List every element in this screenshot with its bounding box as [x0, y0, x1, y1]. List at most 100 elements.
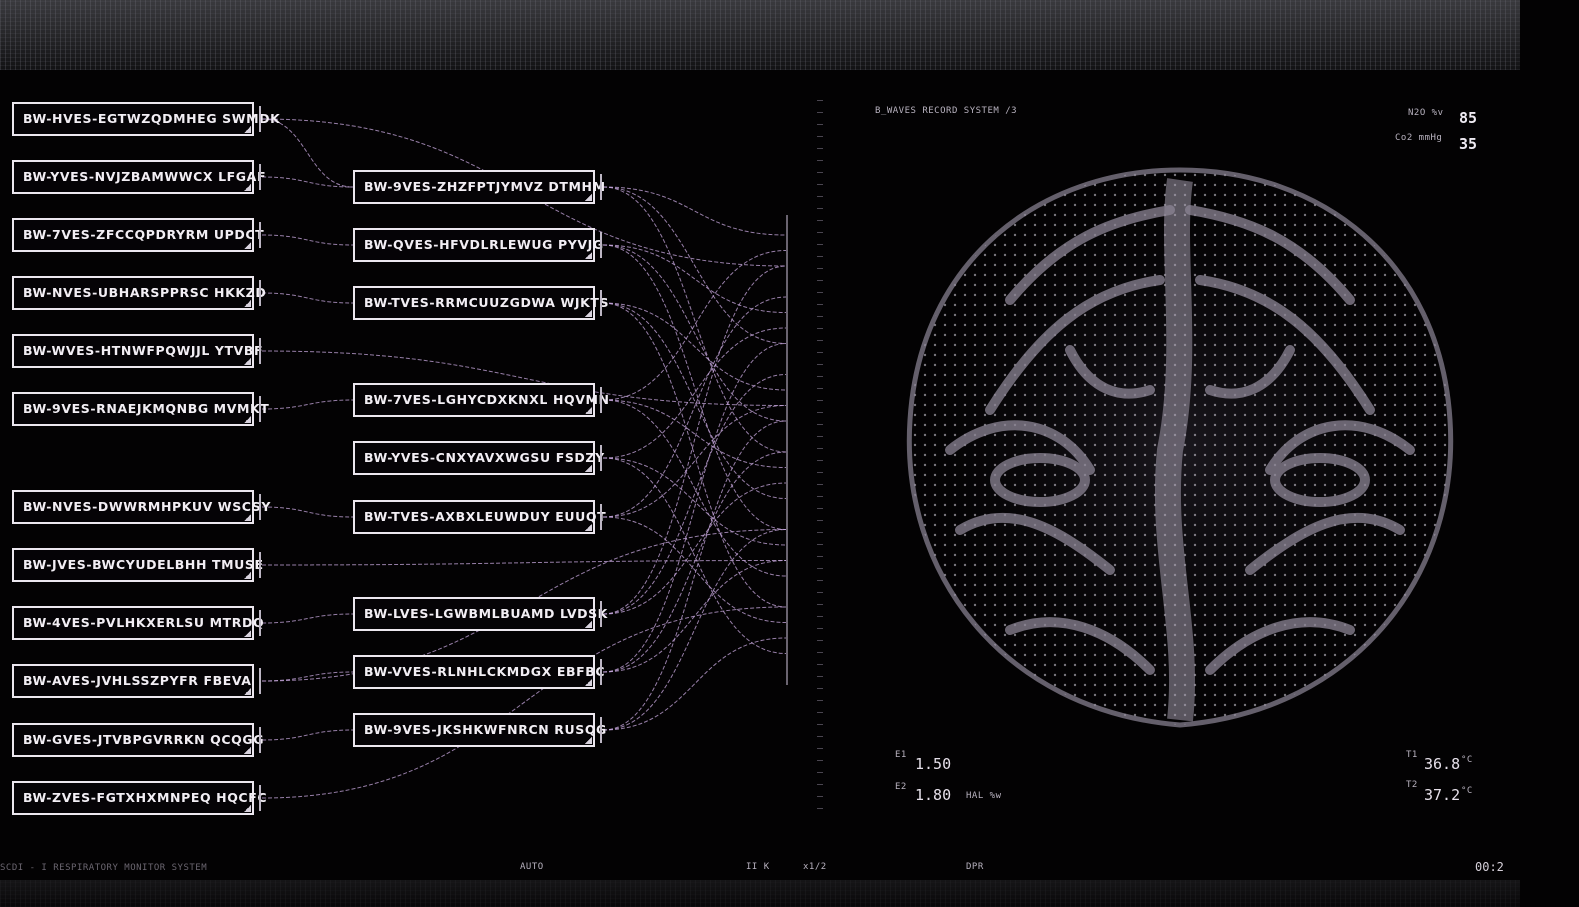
tag-left-8[interactable]: BW-JVES-BWCYUDELBHH TMUSE	[12, 548, 263, 582]
wire-mid-bus	[602, 244, 787, 422]
brain-scan-visualization	[900, 165, 1460, 735]
wire-mid-bus	[602, 399, 787, 468]
tag-left-6[interactable]: BW-9VES-RNAEJKMQNBG MVMKT	[12, 392, 269, 426]
wire-mid-bus	[602, 327, 787, 459]
n2o-value: 85	[1459, 109, 1478, 127]
t1-unit: °C	[1461, 755, 1473, 765]
tag-mid-2[interactable]: BW-QVES-HFVDLRLEWUG PYVJG	[353, 228, 603, 262]
tag-mid-7[interactable]: BW-LVES-LGWBMLBUAMD LVDSK	[353, 597, 607, 631]
wire-mid-bus	[602, 186, 787, 453]
tag-left-11[interactable]: BW-GVES-JTVBPGVRRKN QCQGG	[12, 723, 263, 757]
tag-label: BW-QVES-HFVDLRLEWUG PYVJG	[364, 237, 604, 252]
tag-mid-1[interactable]: BW-9VES-ZHZFPTJYMVZ DTMHM	[353, 170, 605, 204]
tag-left-4[interactable]: BW-NVES-UBHARSPPRSC HKKZD	[12, 276, 266, 310]
wire-mid-bus	[602, 296, 787, 518]
wire-mid-bus	[602, 457, 787, 546]
tag-label: BW-HVES-EGTWZQDMHEG SWMDK	[23, 111, 281, 126]
e2-label: E2	[895, 782, 907, 792]
co2-value: 35	[1459, 135, 1478, 153]
e2-value: 1.80	[915, 786, 952, 804]
wire-mid-bus	[602, 529, 787, 731]
footer-mode-auto[interactable]: AUTO	[520, 862, 544, 872]
bus-divider	[786, 215, 788, 685]
wire-left-mid	[261, 118, 354, 188]
tag-label: BW-TVES-AXBXLEUWDUY EUUQT	[364, 509, 607, 524]
wire-mid-bus	[602, 244, 787, 313]
co2-label: Co2 mmHg	[1395, 133, 1443, 143]
footer-system-label: SCDI - I RESPIRATORY MONITOR SYSTEM	[0, 863, 208, 873]
tag-left-2[interactable]: BW-YVES-NVJZBAMWWCX LFGAF	[12, 160, 265, 194]
wire-mid-bus	[602, 186, 787, 236]
tag-label: BW-7VES-ZFCCQPDRYRM UPDCT	[23, 227, 265, 242]
footer-dpr[interactable]: DPR	[966, 862, 984, 872]
wire-mid-bus	[602, 405, 787, 518]
t2-unit: °C	[1461, 786, 1473, 796]
wire-mid-bus	[602, 560, 787, 673]
wire-left-mid	[261, 613, 354, 624]
tag-left-10[interactable]: BW-AVES-JVHLSSZPYFR FBEVA	[12, 664, 261, 698]
wire-left-mid	[261, 234, 354, 246]
wire-mid-bus	[602, 186, 787, 344]
e1-label: E1	[895, 750, 907, 760]
playback-controls-icon[interactable]: II K	[746, 862, 770, 872]
tag-label: BW-WVES-HTNWFPQWJJL YTVBF	[23, 343, 264, 358]
tag-left-7[interactable]: BW-NVES-DWWRMHPKUV WSCSY	[12, 490, 270, 524]
wire-mid-bus	[602, 516, 787, 623]
timeline-ruler	[817, 100, 823, 818]
tag-left-1[interactable]: BW-HVES-EGTWZQDMHEG SWMDK	[12, 102, 280, 136]
tag-label: BW-AVES-JVHLSSZPYFR FBEVA	[23, 673, 252, 688]
tag-mid-3[interactable]: BW-TVES-RRMCUUZGDWA WJKTS	[353, 286, 609, 320]
tag-label: BW-VVES-RLNHLCKMDGX EBFBC	[364, 664, 606, 679]
wire-mid-bus	[602, 343, 787, 673]
tag-left-3[interactable]: BW-7VES-ZFCCQPDRYRM UPDCT	[12, 218, 264, 252]
tag-mid-9[interactable]: BW-9VES-JKSHKWFNRCN RUSQG	[353, 713, 606, 747]
tag-label: BW-YVES-CNXYAVXWGSU FSDZY	[364, 450, 605, 465]
tag-label: BW-TVES-RRMCUUZGDWA WJKTS	[364, 295, 610, 310]
tag-label: BW-YVES-NVJZBAMWWCX LFGAF	[23, 169, 267, 184]
tag-mid-8[interactable]: BW-VVES-RLNHLCKMDGX EBFBC	[353, 655, 605, 689]
e1-value: 1.50	[915, 755, 952, 773]
tag-mid-5[interactable]: BW-YVES-CNXYAVXWGSU FSDZY	[353, 441, 604, 475]
wire-left-mid	[261, 292, 354, 304]
tag-label: BW-NVES-UBHARSPPRSC HKKZD	[23, 285, 267, 300]
wire-left-bus	[261, 560, 787, 566]
t1-value: 36.8	[1424, 755, 1461, 773]
footer-time: 00:2	[1475, 860, 1504, 874]
wire-left-mid	[261, 506, 354, 518]
wire-left-bus	[261, 118, 787, 267]
wire-left-bus	[261, 350, 787, 406]
wire-mid-bus	[602, 482, 787, 615]
wire-mid-bus	[602, 302, 787, 499]
wire-mid-bus	[602, 244, 787, 530]
tag-label: BW-JVES-BWCYUDELBHH TMUSE	[23, 557, 264, 572]
record-system-title: B_WAVES RECORD SYSTEM /3	[875, 106, 1018, 116]
tag-left-9[interactable]: BW-4VES-PVLHKXERLSU MTRDQ	[12, 606, 264, 640]
wire-left-mid	[261, 399, 354, 410]
wire-left-mid	[261, 176, 354, 188]
tag-label: BW-9VES-ZHZFPTJYMVZ DTMHM	[364, 179, 606, 194]
wire-mid-bus	[602, 302, 787, 608]
tag-label: BW-GVES-JTVBPGVRRKN QCQGG	[23, 732, 265, 747]
n2o-label: N2O %v	[1408, 108, 1444, 118]
wire-mid-bus	[602, 265, 787, 615]
tag-left-5[interactable]: BW-WVES-HTNWFPQWJJL YTVBF	[12, 334, 263, 368]
wire-mid-bus	[602, 457, 787, 654]
wire-mid-bus	[602, 302, 787, 391]
tag-label: BW-LVES-LGWBMLBUAMD LVDSK	[364, 606, 608, 621]
wire-mid-bus	[602, 374, 787, 615]
tag-label: BW-4VES-PVLHKXERLSU MTRDQ	[23, 615, 265, 630]
tag-mid-4[interactable]: BW-7VES-LGHYCDXKNXL HQVMN	[353, 383, 609, 417]
wire-mid-bus	[602, 420, 787, 731]
static-noise-top	[0, 0, 1520, 70]
tag-label: BW-ZVES-FGTXHXMNPEQ HQCFC	[23, 790, 268, 805]
wire-mid-bus	[602, 637, 787, 731]
tag-mid-6[interactable]: BW-TVES-AXBXLEUWDUY EUUQT	[353, 500, 606, 534]
tag-left-12[interactable]: BW-ZVES-FGTXHXMNPEQ HQCFC	[12, 781, 267, 815]
t2-value: 37.2	[1424, 786, 1461, 804]
tag-label: BW-9VES-JKSHKWFNRCN RUSQG	[364, 722, 607, 737]
tag-label: BW-NVES-DWWRMHPKUV WSCSY	[23, 499, 272, 514]
static-noise-bottom	[0, 880, 1520, 907]
wire-mid-bus	[602, 399, 787, 577]
footer-speed[interactable]: x1/2	[803, 862, 827, 872]
